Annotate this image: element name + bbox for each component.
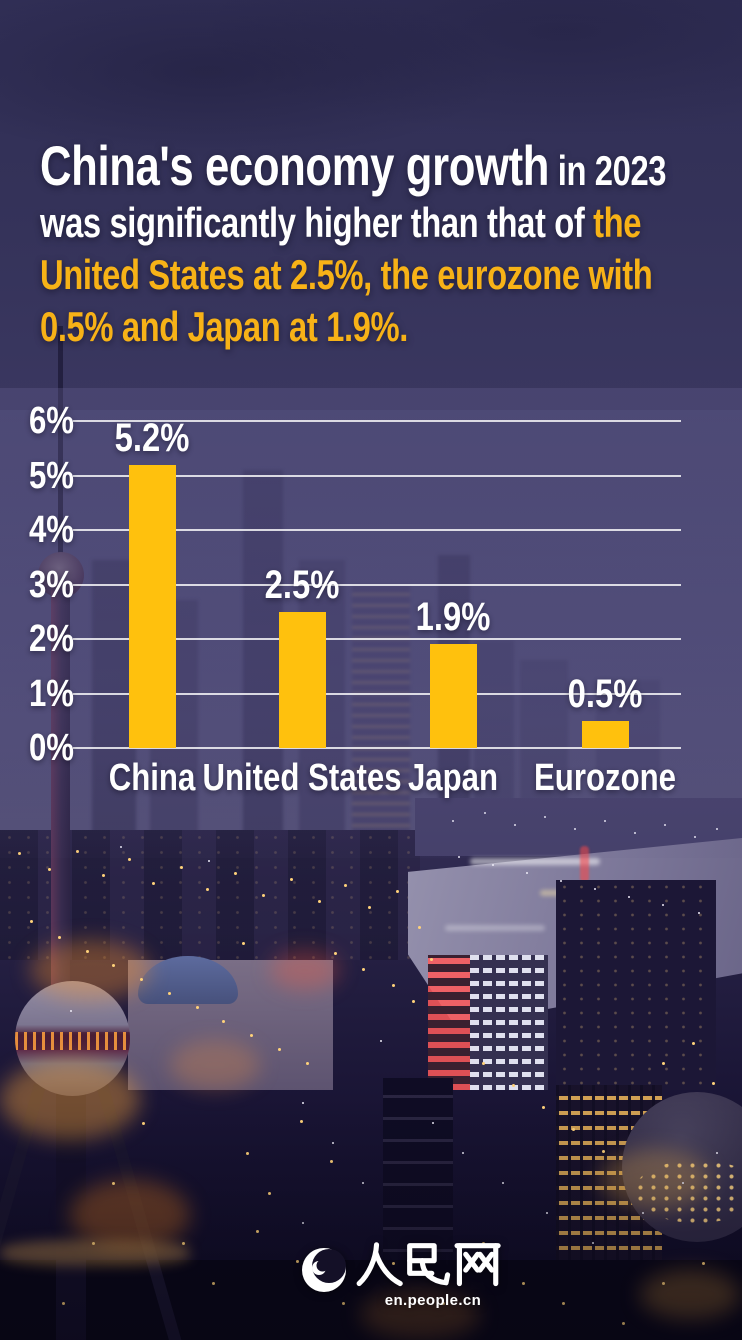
sphere-light-band	[15, 1031, 130, 1050]
category-label: Japan	[407, 757, 499, 799]
chart-gridline	[73, 474, 681, 477]
street-glow	[30, 940, 150, 1000]
headline-main-text: China's economy growth	[40, 134, 550, 197]
headline-yellow-text: the	[593, 199, 642, 246]
small-buildings-row	[0, 830, 420, 960]
red-lit-facade	[428, 955, 470, 1090]
gdp-growth-bar-chart: 6% 5% 4% 3% 2% 1% 0% 5.2% China 2.5% United States…	[28, 400, 681, 799]
chart-bar-eurozone	[581, 721, 629, 748]
street-glow	[70, 1180, 190, 1250]
bar-value-label: 0.5%	[567, 672, 643, 716]
right-dark-building	[556, 880, 716, 1090]
street-glow	[0, 1060, 140, 1140]
y-axis-tick-label: 1%	[28, 672, 74, 715]
chart-bar-china	[128, 465, 176, 748]
street-glow	[600, 1150, 710, 1210]
category-label: United States	[202, 757, 402, 799]
headline-line-4: 0.5% and Japan at 1.9%.	[40, 303, 408, 350]
white-lit-building	[470, 955, 548, 1090]
headline-line-3: United States at 2.5%, the eurozone with	[40, 251, 653, 298]
bar-value-label: 1.9%	[415, 595, 491, 639]
street-glow	[270, 950, 340, 990]
water-reflection-red	[580, 846, 589, 882]
street-glow	[640, 1270, 740, 1320]
crescent-swirl-icon	[302, 1248, 346, 1292]
city-lights-band	[0, 798, 742, 1340]
chart-bar-united-states	[278, 612, 326, 748]
headline: China's economy growth in 2023 was signi…	[0, 0, 742, 380]
ghost-building	[352, 585, 410, 860]
headline-white-text: was significantly higher than that of	[40, 199, 594, 246]
y-axis-tick-label: 2%	[28, 618, 74, 660]
chart-gridline	[73, 583, 681, 586]
chart-bar-japan	[429, 644, 477, 748]
bottom-silhouette	[0, 1260, 742, 1340]
pearl-tower-antenna	[58, 326, 63, 562]
y-axis-tick-label: 4%	[28, 509, 74, 551]
night-sky-background	[0, 0, 742, 440]
bar-value-label: 2.5%	[264, 563, 340, 607]
chart-gridline	[73, 692, 681, 695]
headline-year-text: in 2023	[549, 147, 667, 194]
y-axis-tick-label: 3%	[28, 563, 74, 606]
category-label: China	[108, 757, 196, 799]
logo-domain-text: en.people.cn	[384, 1292, 482, 1309]
chart-gridline	[73, 420, 681, 422]
ghost-building	[243, 470, 283, 860]
pearl-tower-base	[56, 1088, 86, 1340]
street-light-streak	[0, 1240, 190, 1266]
headline-line-2: was significantly higher than that of th…	[40, 202, 641, 244]
y-axis-tick-label: 6%	[28, 400, 74, 442]
chart-gridline	[73, 638, 681, 640]
globe-dome-building	[622, 1092, 742, 1242]
chart-gridline	[73, 747, 681, 749]
people-daily-wordmark	[356, 1242, 501, 1287]
dome-window-lights	[634, 1159, 742, 1223]
y-axis-tick-label: 5%	[28, 454, 74, 497]
people-daily-logo: en.people.cn	[296, 1238, 516, 1314]
headline-line-1: China's economy growth in 2023	[40, 138, 667, 194]
hazy-skyline-band	[0, 410, 742, 860]
pearl-tower-column	[51, 590, 70, 990]
pearl-tower-main-sphere	[15, 981, 130, 1096]
chart-gridline	[73, 529, 681, 531]
street-glow	[360, 1290, 480, 1340]
y-axis-tick-label: 0%	[28, 727, 74, 769]
water-reflection	[470, 858, 600, 865]
category-label: Eurozone	[534, 757, 676, 799]
bar-value-label: 5.2%	[114, 416, 190, 460]
water-reflection	[445, 925, 545, 931]
street-glow	[170, 1040, 260, 1090]
